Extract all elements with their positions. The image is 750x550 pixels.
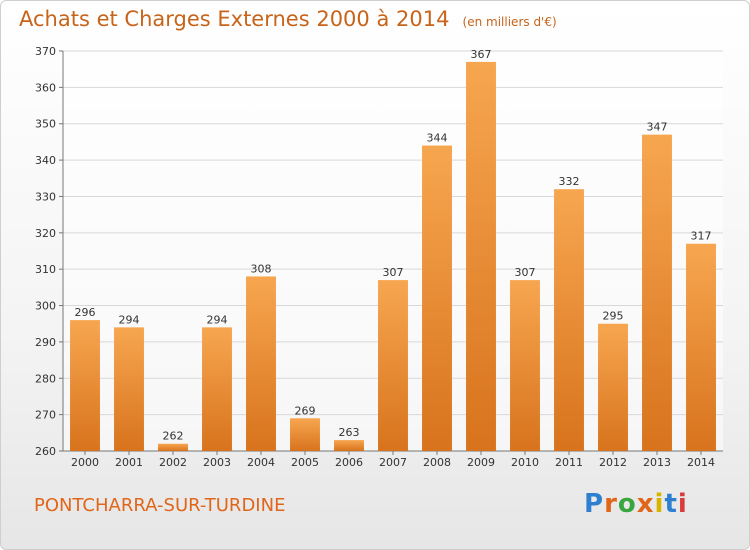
data-label-2014: 317 [691,230,712,243]
data-label-2012: 295 [603,310,624,323]
data-label-2010: 307 [515,266,536,279]
x-tick-label-2006: 2006 [335,456,363,469]
bar-2002 [158,443,188,451]
data-label-2008: 344 [427,132,448,145]
y-tick-label: 310 [35,263,56,276]
logo-letter: x [636,489,655,519]
bar-2010 [510,280,540,451]
data-label-2000: 296 [75,306,96,319]
bar-2007 [378,280,408,451]
bar-2005 [290,418,320,451]
y-tick-label: 270 [35,409,56,422]
bar-2008 [422,145,452,451]
x-tick-label-2011: 2011 [555,456,583,469]
logo-letter: i [677,489,688,519]
x-tick-label-2012: 2012 [599,456,627,469]
y-tick-label: 320 [35,227,56,240]
bar-2001 [114,327,144,451]
y-tick-label: 290 [35,336,56,349]
x-tick-label-2013: 2013 [643,456,671,469]
y-tick-label: 260 [35,445,56,458]
y-tick-label: 340 [35,154,56,167]
data-label-2003: 294 [207,313,228,326]
data-label-2004: 308 [251,262,272,275]
data-label-2001: 294 [119,313,140,326]
y-tick-label: 280 [35,372,56,385]
data-label-2013: 347 [647,121,668,134]
logo-letter: r [604,489,618,519]
chart-unit-text: (en milliers d'€) [462,15,557,29]
x-tick-label-2005: 2005 [291,456,319,469]
x-tick-label-2003: 2003 [203,456,231,469]
chart-title: Achats et Charges Externes 2000 à 2014 (… [19,7,557,31]
data-label-2006: 263 [339,426,360,439]
data-label-2011: 332 [559,175,580,188]
x-tick-label-2008: 2008 [423,456,451,469]
bar-2006 [334,440,364,451]
bar-2003 [202,327,232,451]
x-tick-label-2000: 2000 [71,456,99,469]
proxiti-logo: Proxiti [584,489,688,519]
logo-letter: P [584,489,605,519]
city-name: PONTCHARRA-SUR-TURDINE [34,495,286,516]
data-label-2007: 307 [383,266,404,279]
logo-letter: i [654,489,665,519]
y-tick-label: 300 [35,300,56,313]
x-tick-label-2007: 2007 [379,456,407,469]
bar-2012 [598,323,628,451]
x-tick-label-2014: 2014 [687,456,715,469]
y-tick-label: 330 [35,190,56,203]
bar-2000 [70,320,100,451]
data-label-2005: 269 [295,404,316,417]
x-tick-label-2010: 2010 [511,456,539,469]
bar-2009 [466,61,496,452]
x-tick-label-2004: 2004 [247,456,275,469]
y-tick-label: 350 [35,118,56,131]
data-label-2002: 262 [163,430,184,443]
bar-2013 [642,134,672,452]
bar-2004 [246,276,276,451]
chart-title-text: Achats et Charges Externes 2000 à 2014 [19,7,450,31]
x-tick-label-2009: 2009 [467,456,495,469]
x-tick-label-2001: 2001 [115,456,143,469]
data-label-2009: 367 [471,48,492,61]
y-tick-label: 360 [35,81,56,94]
logo-letter: o [617,489,637,519]
bar-2014 [686,243,716,451]
bar-2011 [554,189,584,451]
logo-letter: t [664,489,678,519]
y-tick-label: 370 [35,45,56,58]
x-tick-label-2002: 2002 [159,456,187,469]
